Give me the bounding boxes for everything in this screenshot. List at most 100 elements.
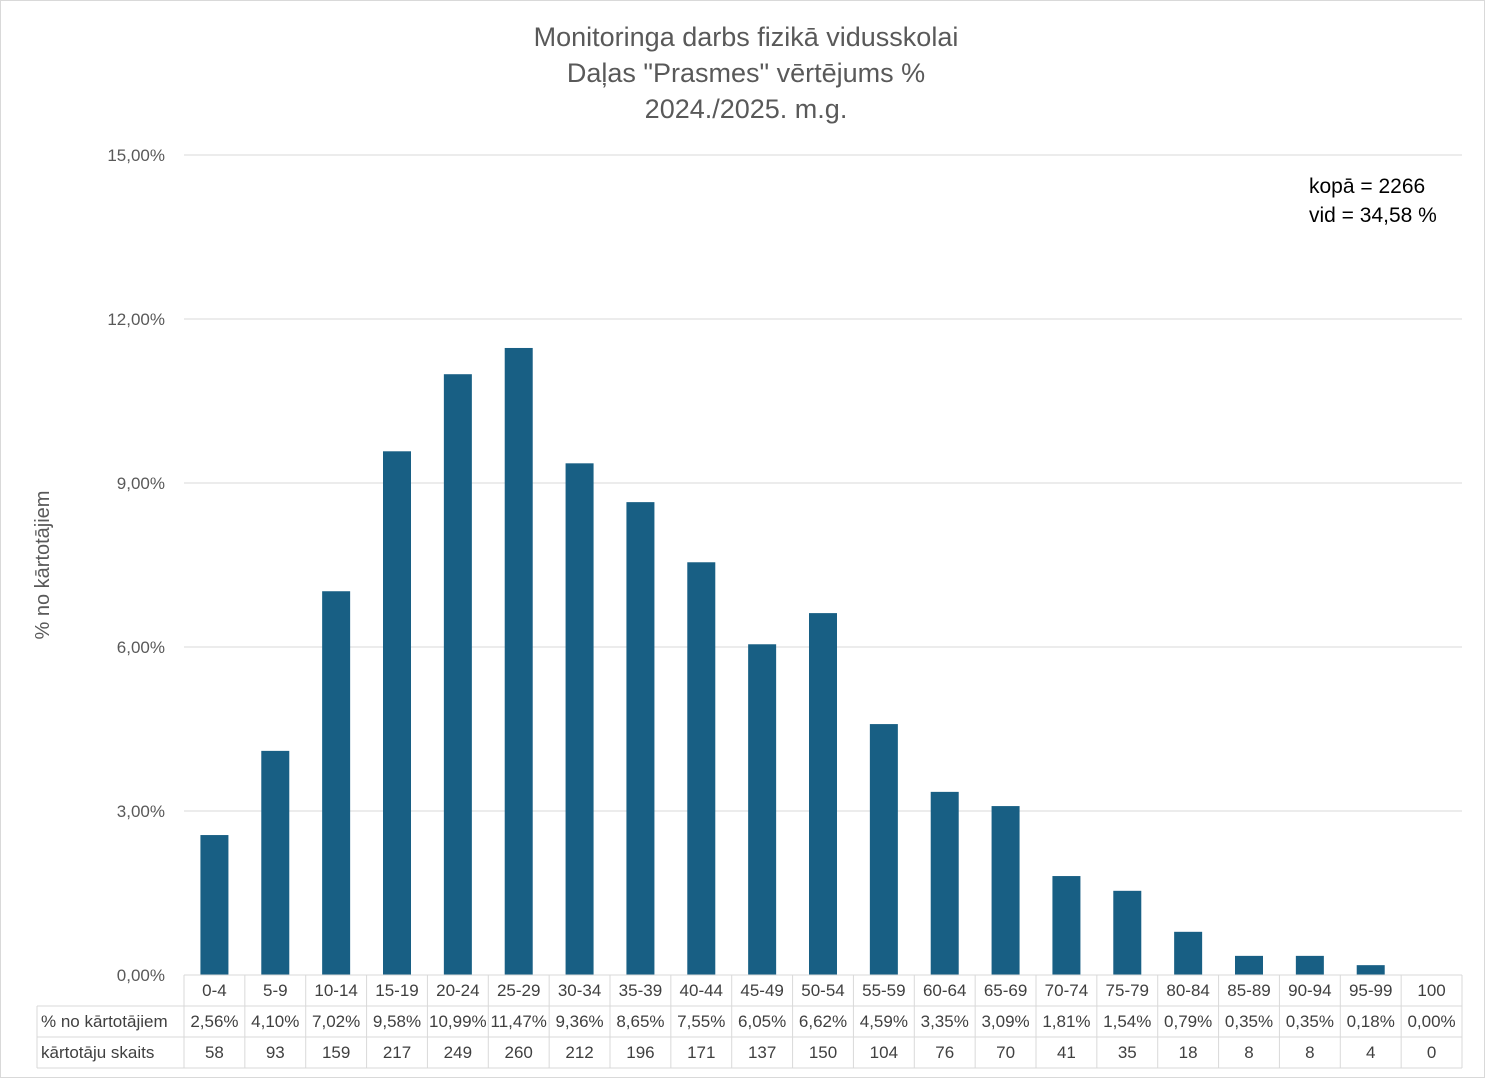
x-tick-label: 95-99 [1349, 981, 1392, 1000]
data-label: 11,47% [491, 1012, 547, 1031]
x-tick-label: 10-14 [314, 981, 357, 1000]
bar [809, 613, 837, 975]
bar [565, 463, 594, 975]
y-tick-label: 9,00% [117, 474, 165, 493]
annotation-line: kopā = 2266 [1309, 175, 1425, 198]
bar [1174, 931, 1203, 975]
data-label: 260 [505, 1043, 533, 1062]
y-axis-label: % no kārtotājiem [32, 491, 54, 640]
data-label: 159 [322, 1043, 350, 1062]
data-label: 249 [444, 1043, 472, 1062]
data-label: 4 [1366, 1043, 1375, 1062]
data-label: 0 [1427, 1043, 1436, 1062]
data-label: 3,09% [981, 1012, 1029, 1031]
bar [1235, 955, 1263, 975]
chart-title-line: Monitoringa darbs fizikā vidusskolai [534, 22, 959, 52]
bar [504, 347, 533, 975]
x-tick-label: 55-59 [862, 981, 905, 1000]
x-tick-label: 50-54 [801, 981, 844, 1000]
x-tick-label: 100 [1417, 981, 1445, 1000]
x-tick-label: 40-44 [680, 981, 723, 1000]
x-tick-label: 15-19 [375, 981, 418, 1000]
x-tick-label: 65-69 [984, 981, 1027, 1000]
x-tick-label: 20-24 [436, 981, 479, 1000]
x-tick-label: 35-39 [619, 981, 662, 1000]
data-label: 6,62% [799, 1012, 847, 1031]
y-tick-label: 15,00% [107, 146, 165, 165]
summary-annotation: kopā = 2266 vid = 34,58 % [1309, 175, 1437, 227]
x-tick-label: 75-79 [1106, 981, 1149, 1000]
data-label: 2,56% [190, 1012, 238, 1031]
data-label: 1,54% [1103, 1012, 1151, 1031]
data-label: 8 [1244, 1043, 1253, 1062]
data-label: 1,81% [1042, 1012, 1090, 1031]
data-label: 0,00% [1407, 1012, 1455, 1031]
data-label: 10,99% [429, 1012, 487, 1031]
table-row-label: % no kārtotājiem [41, 1012, 168, 1031]
chart-title-line: Daļas "Prasmes" vērtējums % [567, 58, 925, 88]
bar [626, 502, 655, 975]
data-label: 8 [1305, 1043, 1314, 1062]
x-tick-label: 90-94 [1288, 981, 1331, 1000]
y-tick-label: 3,00% [117, 802, 165, 821]
data-label: 212 [565, 1043, 593, 1062]
data-label: 4,59% [860, 1012, 908, 1031]
annotation-line: vid = 34,58 % [1309, 204, 1437, 227]
data-label: 137 [748, 1043, 776, 1062]
table-row-label: kārtotāju skaits [41, 1043, 154, 1062]
data-label: 4,10% [251, 1012, 299, 1031]
bar [930, 791, 959, 975]
data-label: 196 [626, 1043, 654, 1062]
bar [991, 806, 1020, 975]
bar [1356, 965, 1385, 975]
bar [261, 750, 290, 975]
data-label: 41 [1057, 1043, 1076, 1062]
data-label: 9,36% [555, 1012, 603, 1031]
data-label: 70 [996, 1043, 1015, 1062]
y-tick-label: 12,00% [107, 310, 165, 329]
data-label: 6,05% [738, 1012, 786, 1031]
y-tick-label: 0,00% [117, 966, 165, 985]
data-label: 0,18% [1347, 1012, 1395, 1031]
data-label: 58 [205, 1043, 224, 1062]
bar [200, 835, 229, 975]
bar [1052, 876, 1081, 975]
bars [200, 347, 1385, 975]
data-label: 104 [870, 1043, 898, 1062]
x-tick-label: 60-64 [923, 981, 966, 1000]
data-label: 7,02% [312, 1012, 360, 1031]
x-tick-label: 70-74 [1045, 981, 1088, 1000]
bar [1113, 890, 1142, 975]
data-label: 150 [809, 1043, 837, 1062]
data-label: 0,79% [1164, 1012, 1212, 1031]
data-label: 171 [687, 1043, 715, 1062]
bar [1295, 955, 1324, 975]
x-tick-label: 0-4 [202, 981, 227, 1000]
bar [687, 562, 716, 975]
x-tick-label: 30-34 [558, 981, 601, 1000]
data-label: 8,65% [616, 1012, 664, 1031]
bar [869, 724, 898, 975]
data-label: 18 [1179, 1043, 1198, 1062]
data-label: 0,35% [1225, 1012, 1273, 1031]
bar [383, 451, 411, 975]
data-label: 3,35% [921, 1012, 969, 1031]
data-label: 0,35% [1286, 1012, 1334, 1031]
x-tick-label: 25-29 [497, 981, 540, 1000]
data-label: 7,55% [677, 1012, 725, 1031]
x-tick-label: 80-84 [1166, 981, 1209, 1000]
data-label: 93 [266, 1043, 285, 1062]
bar [443, 374, 472, 975]
bar [748, 644, 777, 975]
data-table: 0-4 5-9 10-14 15-19 20-24 25-29 30-34 35-39 40-4… [36, 974, 1463, 1069]
data-label: 35 [1118, 1043, 1137, 1062]
chart-title-line: 2024./2025. m.g. [645, 94, 848, 124]
x-tick-label: 85-89 [1227, 981, 1270, 1000]
y-axis-ticks: 0,00% 3,00% 6,00% 9,00% 12,00% 15,00% [107, 146, 165, 985]
data-label: 76 [935, 1043, 954, 1062]
x-tick-label: 5-9 [263, 981, 288, 1000]
y-tick-label: 6,00% [117, 638, 165, 657]
data-label: 9,58% [373, 1012, 421, 1031]
